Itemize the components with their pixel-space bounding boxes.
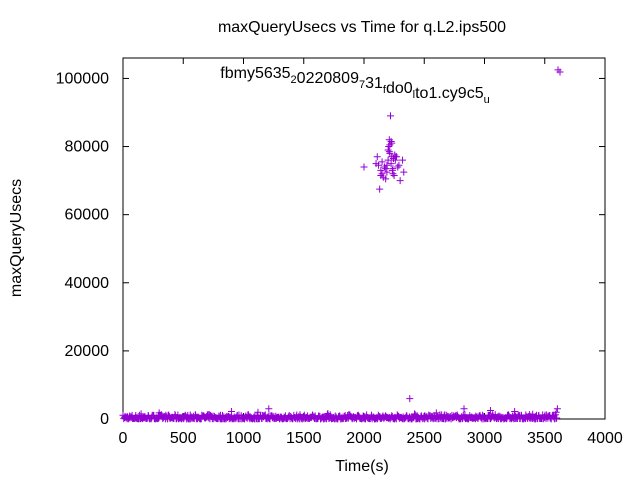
- data-point: [394, 163, 402, 171]
- data-point: [553, 414, 561, 422]
- y-tick-label: 100000: [56, 70, 109, 87]
- data-point: [389, 165, 397, 173]
- data-point: [386, 141, 394, 149]
- data-point: [552, 415, 560, 423]
- x-tick-label: 2500: [406, 430, 442, 447]
- x-tick-label: 4000: [587, 430, 623, 447]
- x-tick-label: 1500: [286, 430, 322, 447]
- data-point: [399, 156, 407, 164]
- data-point: [360, 163, 368, 171]
- data-point: [383, 168, 391, 176]
- data-point: [553, 405, 561, 413]
- x-axis-label: Time(s): [335, 458, 389, 475]
- data-point: [384, 156, 392, 164]
- legend-label: fbmy563520220809731fdo0lto1.cy9c5u: [220, 65, 489, 106]
- data-point: [390, 154, 398, 162]
- legend-subscript: f: [383, 84, 387, 96]
- data-point: [386, 149, 394, 157]
- y-tick-label: 0: [100, 411, 109, 428]
- data-point: [382, 165, 390, 173]
- legend-text: to1.cy9c5: [415, 85, 484, 102]
- data-point: [378, 158, 386, 166]
- data-point: [391, 153, 399, 161]
- legend-text: fbmy5635: [220, 65, 290, 82]
- data-point: [265, 405, 273, 413]
- data-point: [406, 395, 414, 403]
- x-tick-label: 1000: [226, 430, 262, 447]
- chart-title: maxQueryUsecs vs Time for q.L2.ips500: [218, 19, 506, 36]
- data-point: [461, 411, 469, 419]
- legend-text: 31: [365, 75, 383, 92]
- data-point: [387, 160, 395, 168]
- legend-subscript: u: [484, 94, 490, 106]
- data-point: [388, 166, 396, 174]
- data-point: [382, 175, 390, 183]
- data-point: [385, 148, 393, 156]
- data-point: [326, 411, 334, 419]
- data-point: [385, 143, 393, 151]
- data-point: [378, 170, 386, 178]
- x-tick-label: 0: [119, 430, 128, 447]
- data-point: [390, 171, 398, 179]
- data-point: [487, 406, 495, 414]
- y-tick-label: 20000: [65, 343, 110, 360]
- data-point: [396, 177, 404, 185]
- data-point: [377, 171, 385, 179]
- data-point: [388, 139, 396, 147]
- x-tick-label: 3000: [467, 430, 503, 447]
- data-point: [400, 168, 408, 176]
- y-axis-label: maxQueryUsecs: [8, 179, 25, 297]
- data-point: [374, 161, 382, 169]
- legend-marker: [556, 68, 564, 76]
- y-tick-label: 80000: [65, 139, 110, 156]
- data-point: [387, 112, 395, 120]
- x-tick-label: 500: [170, 430, 197, 447]
- x-tick-label: 3500: [527, 430, 563, 447]
- data-point: [387, 137, 395, 145]
- legend-subscript: 2: [291, 74, 297, 86]
- data-point: [551, 411, 559, 419]
- plot-frame: [122, 57, 606, 420]
- data-point: [460, 405, 468, 413]
- y-tick-label: 60000: [65, 207, 110, 224]
- data-point: [383, 161, 391, 169]
- data-point: [254, 408, 262, 416]
- legend-subscript: 7: [359, 79, 365, 91]
- data-point: [376, 185, 384, 193]
- legend-text: do0: [386, 80, 413, 97]
- data-point: [395, 161, 403, 169]
- data-point: [391, 151, 399, 159]
- legend-subscript: l: [413, 89, 415, 101]
- data-points: [119, 66, 562, 423]
- axis-ticks: 0 500 1000 1500 2000 2500 3000 3500 400002000040…: [56, 58, 623, 447]
- x-tick-label: 2000: [346, 430, 382, 447]
- legend-text: 0220809: [297, 70, 359, 87]
- data-point: [384, 146, 392, 154]
- legend-sample-marker: [556, 68, 564, 76]
- data-point: [373, 153, 381, 161]
- y-tick-label: 40000: [65, 275, 110, 292]
